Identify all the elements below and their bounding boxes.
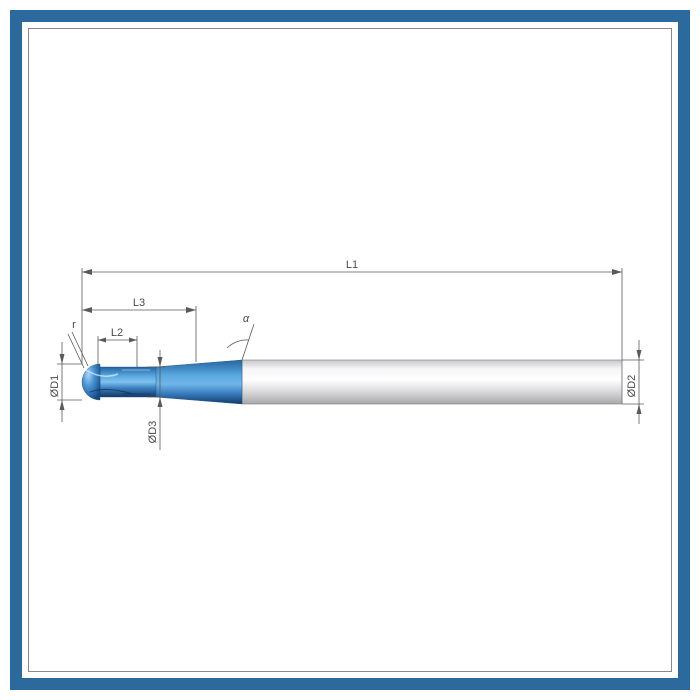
- tool-cone: [155, 360, 242, 404]
- label-alpha: α: [243, 313, 250, 325]
- drawing-canvas: L1 L3 L2 r: [22, 22, 678, 678]
- dim-alpha: α: [227, 313, 254, 360]
- label-L2: L2: [111, 327, 123, 339]
- shank-body: [242, 360, 622, 404]
- label-L1: L1: [346, 259, 358, 271]
- dim-r: r: [68, 319, 88, 368]
- dim-D3: ØD3: [147, 350, 165, 450]
- dim-L3: L3: [82, 297, 196, 362]
- diagram-frame: L1 L3 L2 r: [10, 10, 690, 690]
- dim-L2: L2: [98, 327, 137, 367]
- label-L3: L3: [133, 297, 145, 309]
- label-D3: ØD3: [147, 421, 159, 444]
- ball-nose: [82, 364, 100, 400]
- tool-drawing: L1 L3 L2 r: [22, 22, 678, 678]
- label-D2: ØD2: [626, 375, 638, 398]
- label-r: r: [72, 319, 76, 331]
- label-D1: ØD1: [49, 375, 61, 398]
- dim-L1: L1: [82, 259, 622, 364]
- dim-D2: ØD2: [622, 340, 644, 424]
